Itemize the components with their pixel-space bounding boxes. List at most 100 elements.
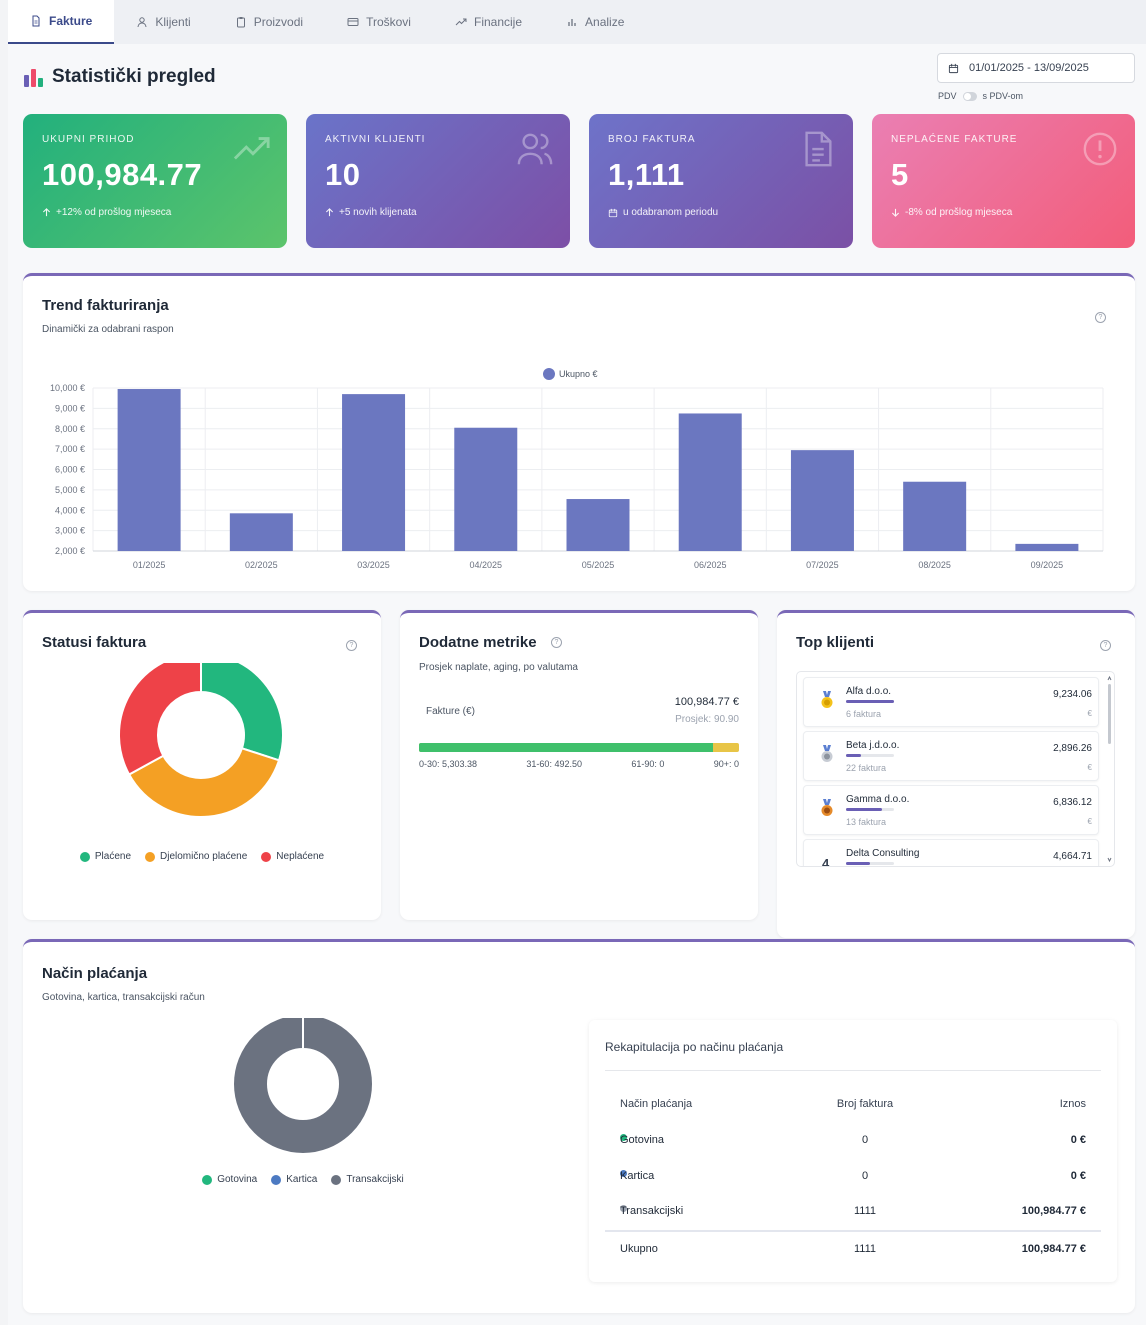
help-icon[interactable]: ? bbox=[551, 637, 562, 648]
y-tick-label: 7,000 € bbox=[55, 444, 85, 454]
row-amount: 100,984.77 € bbox=[1021, 1205, 1086, 1217]
total-amount: 100,984.77 € bbox=[1021, 1243, 1086, 1255]
legend-item-partial[interactable]: Djelomično plaćene bbox=[145, 851, 247, 862]
kpi-invoice-count: BROJ FAKTURA 1,111 u odabranom periodu bbox=[589, 114, 853, 248]
bar[interactable] bbox=[342, 394, 406, 551]
client-share-bar bbox=[846, 754, 894, 757]
legend-item-paid[interactable]: Plaćene bbox=[79, 851, 131, 862]
panel-description: Gotovina, kartica, transakcijski račun bbox=[42, 992, 205, 1003]
metric-average: Prosjek: 90.90 bbox=[675, 714, 739, 725]
payment-method-panel: Način plaćanja Gotovina, kartica, transa… bbox=[23, 939, 1135, 1313]
kpi-label: NEPLAĆENE FAKTURE bbox=[891, 134, 1018, 145]
kpi-value: 10 bbox=[325, 157, 361, 192]
client-currency: € bbox=[1087, 763, 1092, 772]
pie-slice-partial[interactable] bbox=[127, 747, 281, 818]
alert-icon bbox=[1083, 132, 1117, 166]
chart-legend: Gotovina Kartica Transakcijski bbox=[23, 1174, 583, 1185]
pie-slice-paid[interactable] bbox=[200, 663, 284, 762]
help-icon[interactable]: ? bbox=[1095, 312, 1106, 323]
legend-item-unpaid[interactable]: Neplaćene bbox=[261, 851, 324, 862]
legend-label: Ukupno € bbox=[559, 369, 598, 379]
legend-label: Kartica bbox=[286, 1174, 318, 1185]
silver-medal-icon bbox=[821, 745, 833, 762]
client-amount: 6,836.12 bbox=[1053, 797, 1092, 808]
y-tick-label: 10,000 € bbox=[50, 383, 85, 393]
chart-legend[interactable]: Ukupno € bbox=[543, 368, 598, 380]
date-range-value: 01/01/2025 - 13/09/2025 bbox=[969, 62, 1089, 74]
legend-item-transfer[interactable]: Transakcijski bbox=[331, 1174, 404, 1185]
tab-analize[interactable]: Analize bbox=[544, 0, 646, 44]
table-row: Kartica 0 0 € bbox=[605, 1170, 1101, 1190]
x-tick-label: 05/2025 bbox=[582, 560, 615, 570]
tab-klijenti[interactable]: Klijenti bbox=[114, 0, 212, 44]
bar[interactable] bbox=[117, 389, 181, 551]
panel-title: Način plaćanja bbox=[42, 965, 148, 982]
client-currency: € bbox=[1087, 709, 1092, 718]
date-range-picker[interactable]: 01/01/2025 - 13/09/2025 bbox=[937, 53, 1135, 83]
bar[interactable] bbox=[454, 427, 518, 551]
panel-title: Trend fakturiranja bbox=[42, 297, 169, 314]
x-tick-label: 06/2025 bbox=[694, 560, 727, 570]
help-icon[interactable]: ? bbox=[346, 640, 357, 651]
top-clients-list[interactable]: Alfa d.o.o. 6 faktura 9,234.06 € Beta j.… bbox=[796, 671, 1115, 867]
arrow-up-icon bbox=[42, 208, 51, 217]
bar[interactable] bbox=[229, 513, 293, 551]
bar[interactable] bbox=[903, 481, 967, 551]
vat-on-label: s PDV-om bbox=[982, 91, 1024, 101]
aging-bar bbox=[419, 743, 739, 752]
billing-trend-chart: 2,000 € 3,000 € 4,000 € 5,000 € 6,000 € 7,000… bbox=[50, 368, 1104, 570]
y-tick-label: 9,000 € bbox=[55, 403, 85, 413]
x-tick-label: 07/2025 bbox=[806, 560, 839, 570]
client-share-bar bbox=[846, 808, 894, 811]
tab-proizvodi[interactable]: Proizvodi bbox=[213, 0, 325, 44]
tab-troskovi[interactable]: Troškovi bbox=[325, 0, 433, 44]
y-tick-label: 6,000 € bbox=[55, 465, 85, 475]
tab-label: Analize bbox=[585, 15, 625, 29]
vat-toggle[interactable] bbox=[962, 91, 977, 101]
kpi-sub: u odabranom periodu bbox=[608, 207, 834, 218]
legend-item-cash[interactable]: Gotovina bbox=[202, 1174, 257, 1185]
client-card[interactable]: Beta j.d.o.o. 22 faktura 2,896.26 € bbox=[803, 731, 1099, 781]
legend-swatch bbox=[543, 368, 555, 380]
kpi-sub-text: u odabranom periodu bbox=[623, 207, 719, 218]
row-count: 1111 bbox=[853, 1205, 877, 1217]
help-icon[interactable]: ? bbox=[1100, 640, 1111, 651]
bar[interactable] bbox=[790, 450, 854, 551]
kpi-sub-text: -8% od prošlog mjeseca bbox=[905, 207, 1013, 218]
aging-label: 61-90: 0 bbox=[631, 759, 665, 769]
kpi-value: 5 bbox=[891, 157, 909, 192]
kpi-unpaid-invoices: NEPLAĆENE FAKTURE 5 -8% od prošlog mjese… bbox=[872, 114, 1135, 248]
bar[interactable] bbox=[1015, 543, 1079, 551]
y-tick-label: 5,000 € bbox=[55, 485, 85, 495]
legend-item-card[interactable]: Kartica bbox=[271, 1174, 317, 1185]
vat-off-label: PDV bbox=[938, 91, 957, 101]
tab-fakture[interactable]: Fakture bbox=[8, 0, 115, 44]
aging-label: 0-30: 5,303.38 bbox=[419, 759, 478, 769]
x-tick-label: 09/2025 bbox=[1031, 560, 1064, 570]
divider bbox=[605, 1070, 1101, 1071]
clipboard-icon bbox=[236, 17, 245, 28]
bar[interactable] bbox=[566, 499, 630, 551]
client-card[interactable]: 4 Delta Consulting 4,664.71 bbox=[803, 839, 1099, 866]
panel-title: Top klijenti bbox=[796, 634, 875, 651]
aging-bar-current bbox=[419, 743, 714, 752]
trend-icon bbox=[455, 18, 467, 26]
table-total-row: Ukupno 1111 100,984.77 € bbox=[605, 1243, 1101, 1263]
tab-label: Troškovi bbox=[366, 15, 411, 29]
legend-label: Djelomično plaćene bbox=[160, 851, 248, 862]
bar[interactable] bbox=[678, 413, 742, 551]
document-icon bbox=[32, 15, 40, 27]
tab-financije[interactable]: Financije bbox=[433, 0, 544, 44]
pie-slice-unpaid[interactable] bbox=[118, 663, 202, 776]
metric-total: 100,984.77 € bbox=[674, 696, 739, 708]
table-row: Gotovina 0 0 € bbox=[605, 1134, 1101, 1154]
client-card[interactable]: Gamma d.o.o. 13 faktura 6,836.12 € bbox=[803, 785, 1099, 835]
file-icon bbox=[805, 131, 832, 167]
main-tabs: Fakture Klijenti Proizvodi Troškovi Fina… bbox=[8, 0, 1146, 44]
client-card[interactable]: Alfa d.o.o. 6 faktura 9,234.06 € bbox=[803, 677, 1099, 727]
total-label: Ukupno bbox=[620, 1243, 658, 1255]
payment-recap-table: Rekapitulacija po načinu plaćanja Način … bbox=[589, 1020, 1117, 1282]
billing-trend-panel: Trend fakturiranja Dinamički za odabrani… bbox=[23, 273, 1135, 591]
list-scrollbar[interactable] bbox=[1107, 674, 1112, 864]
page-title-text: Statistički pregled bbox=[52, 66, 216, 87]
